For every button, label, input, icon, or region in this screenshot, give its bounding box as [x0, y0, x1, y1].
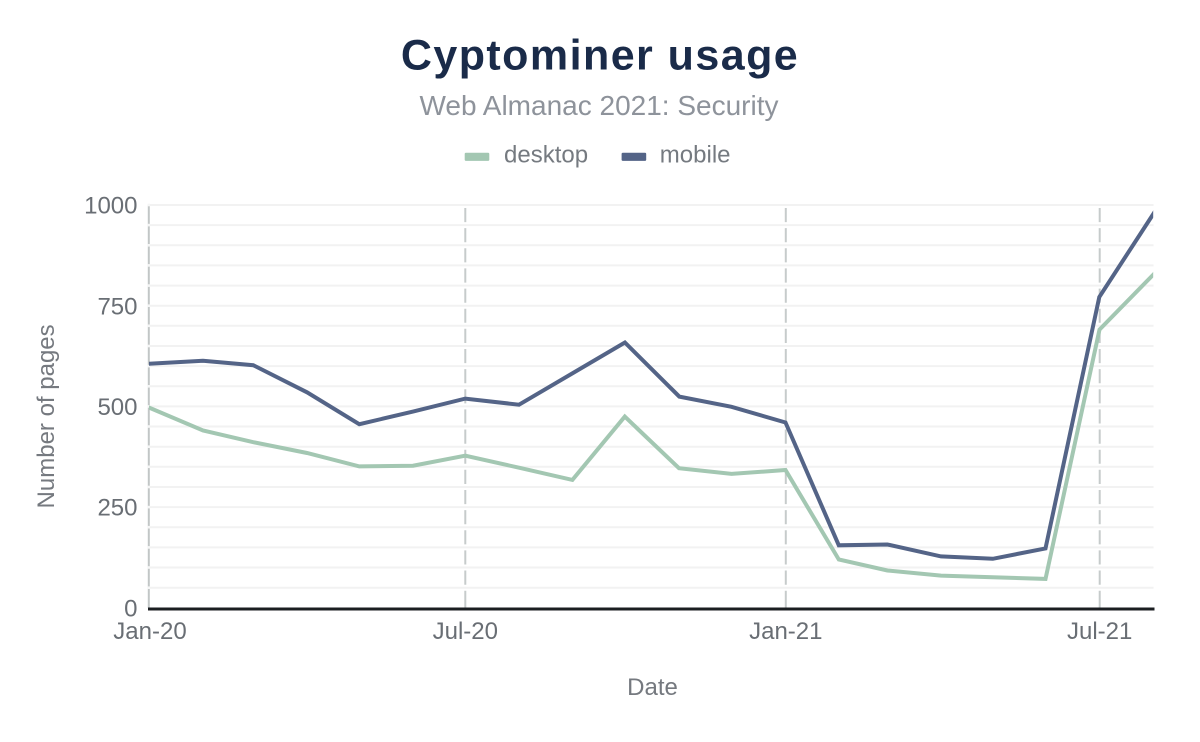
svg-text:500: 500 — [97, 394, 137, 421]
svg-text:1000: 1000 — [84, 193, 137, 220]
svg-text:Jan-21: Jan-21 — [749, 618, 822, 645]
svg-text:Jul-21: Jul-21 — [1067, 618, 1132, 645]
svg-text:Jul-20: Jul-20 — [433, 618, 498, 645]
svg-text:Number of pages: Number of pages — [33, 324, 60, 508]
svg-text:desktop: desktop — [504, 142, 588, 169]
svg-text:750: 750 — [97, 293, 137, 320]
svg-text:mobile: mobile — [660, 142, 731, 169]
svg-text:250: 250 — [97, 495, 137, 522]
svg-text:Jan-20: Jan-20 — [113, 618, 186, 645]
svg-text:Web Almanac 2021: Security: Web Almanac 2021: Security — [419, 90, 778, 121]
svg-text:Date: Date — [627, 674, 678, 701]
svg-text:Cyptominer usage: Cyptominer usage — [401, 32, 799, 80]
svg-text:0: 0 — [124, 595, 137, 622]
